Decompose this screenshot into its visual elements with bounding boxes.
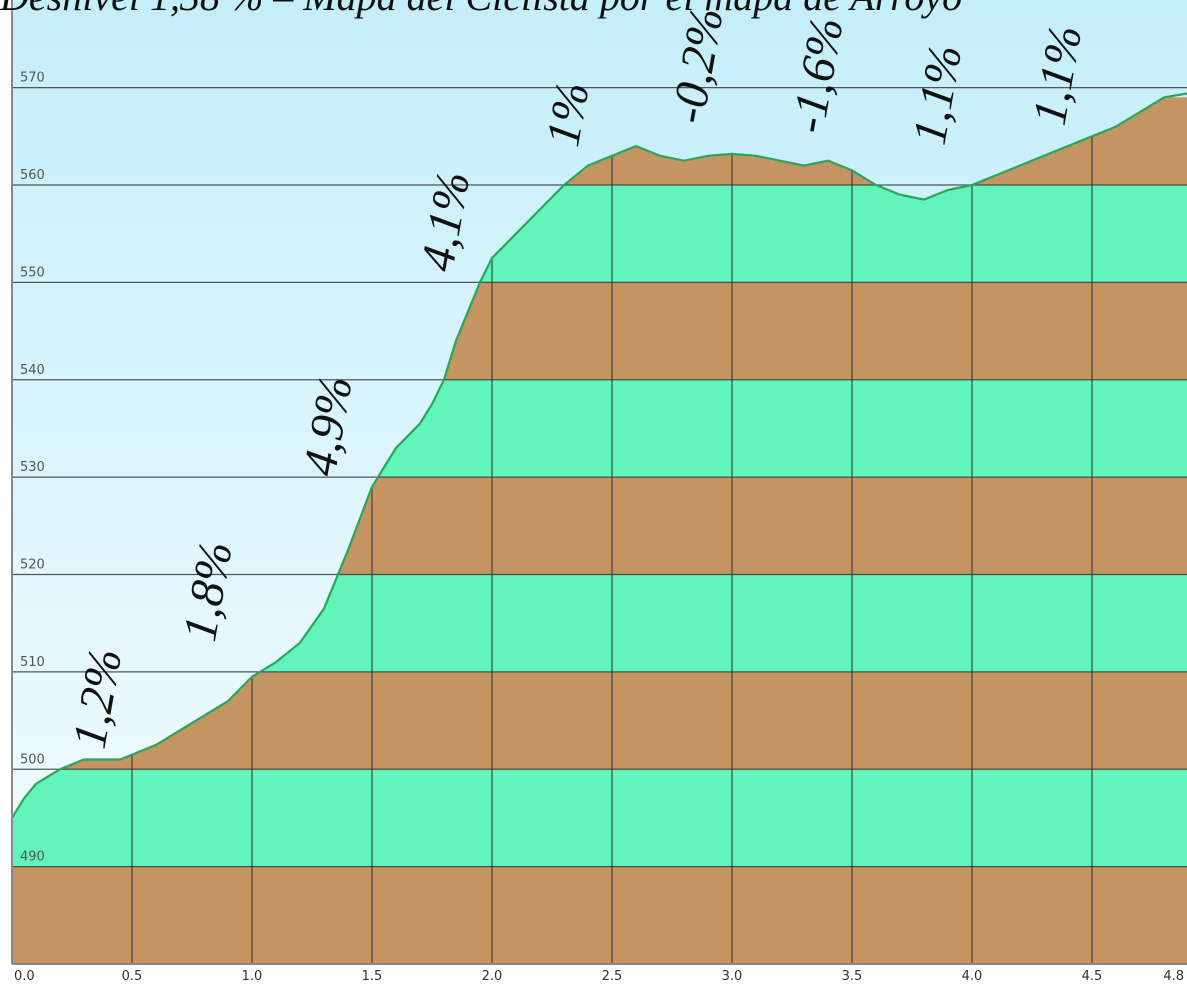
elevation-band-480 bbox=[12, 866, 1187, 964]
x-axis-tick-labels: 0.0 0.5 1.0 1.5 2.0 2.5 3.0 3.5 4.0 4.5 4.8 bbox=[14, 969, 1184, 984]
x-tick-label: 4.5 bbox=[1082, 969, 1103, 984]
y-tick-label: 540 bbox=[20, 363, 45, 378]
y-tick-label: 570 bbox=[20, 71, 45, 86]
y-tick-label: 560 bbox=[20, 168, 45, 183]
x-tick-label: 2.0 bbox=[482, 969, 503, 984]
elevation-band-490 bbox=[12, 769, 1187, 867]
y-axis-tick-labels: 490 500 510 520 530 540 550 560 570 bbox=[20, 71, 45, 865]
y-tick-label: 520 bbox=[20, 558, 45, 573]
chart-title: Desnivel 1,38 % – Mapa del Ciclista por … bbox=[0, 0, 962, 19]
x-tick-label: 2.5 bbox=[602, 969, 623, 984]
x-tick-label: 4.8 bbox=[1163, 969, 1184, 984]
x-tick-label: 0.0 bbox=[14, 969, 35, 984]
x-tick-label: 3.5 bbox=[842, 969, 863, 984]
x-tick-label: 1.0 bbox=[242, 969, 263, 984]
x-tick-label: 0.5 bbox=[122, 969, 143, 984]
x-tick-label: 4.0 bbox=[962, 969, 983, 984]
elevation-profile-line bbox=[11, 92, 1187, 819]
y-tick-label: 530 bbox=[20, 460, 45, 475]
x-tick-label: 1.5 bbox=[362, 969, 383, 984]
y-tick-label: 510 bbox=[20, 655, 45, 670]
x-tick-label: 3.0 bbox=[722, 969, 743, 984]
horizontal-gridlines bbox=[12, 86, 1187, 868]
grade-label: 1% bbox=[536, 78, 599, 150]
y-tick-label: 490 bbox=[20, 850, 45, 865]
y-tick-label: 550 bbox=[20, 265, 45, 280]
y-tick-label: 500 bbox=[20, 752, 45, 767]
